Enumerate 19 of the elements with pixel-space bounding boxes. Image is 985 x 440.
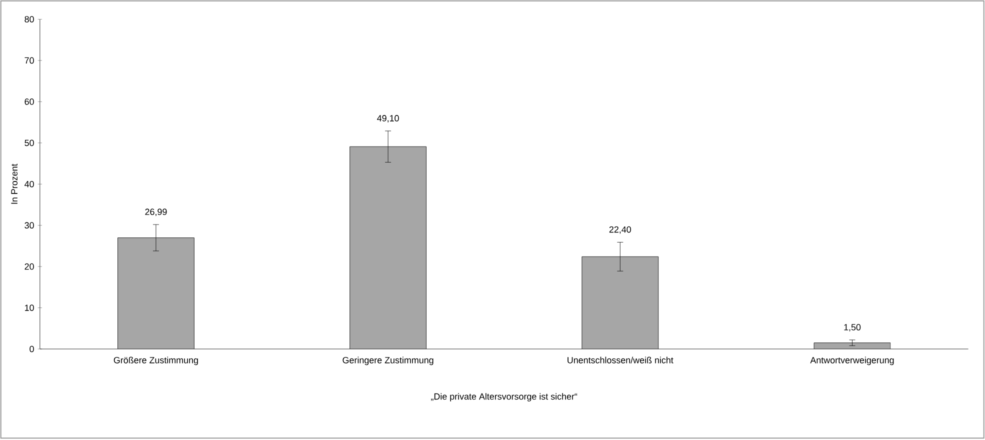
y-tick-label: 40: [24, 181, 34, 188]
data-label: 26,99: [145, 208, 167, 216]
y-tick-label: 0: [30, 346, 34, 352]
y-tick-label: 80: [24, 16, 34, 23]
x-tick-label: Größere Zustimmung: [114, 356, 198, 366]
y-tick-label: 20: [24, 264, 34, 270]
y-tick-label: 60: [24, 98, 34, 106]
y-axis-title: In Prozent: [11, 164, 18, 204]
x-tick-label: Antwortverweigerung: [810, 356, 894, 366]
x-tick-label: Unentschlossen/weiß nicht: [568, 356, 674, 364]
y-tick-label: 50: [24, 140, 34, 146]
y-tick-label: 30: [24, 222, 34, 229]
data-label: 49,10: [377, 115, 399, 123]
x-axis-title: „Die private Altersvorsorge ist sicher“: [431, 393, 578, 402]
x-tick-label: Geringere Zustimmung: [342, 356, 434, 366]
y-tick-label: 10: [25, 304, 34, 312]
y-tick-label: 70: [24, 58, 34, 64]
data-label: 22,40: [609, 226, 632, 234]
data-label: 1,50: [844, 324, 861, 332]
